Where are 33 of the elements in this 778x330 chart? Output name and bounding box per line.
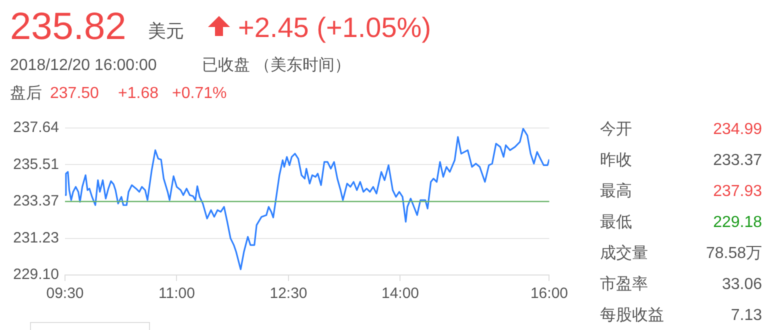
- y-tick-label: 233.37: [13, 192, 59, 210]
- text: 78.58万: [706, 245, 762, 262]
- text: 盘后: [10, 85, 42, 102]
- x-tick-label: 12:30: [270, 285, 308, 302]
- text: 237.50: [50, 85, 99, 102]
- text: +1.68: [118, 85, 158, 102]
- text: 市盈率: [600, 276, 648, 293]
- x-tick-label: 14:00: [381, 285, 420, 302]
- text: 234.99: [713, 121, 762, 138]
- text: 成交量: [600, 245, 648, 262]
- text: 最高: [600, 183, 632, 200]
- x-tick-label: 16:00: [530, 285, 568, 302]
- text: +0.71%: [172, 85, 227, 102]
- y-tick-label: 235.51: [13, 156, 59, 173]
- text: 昨收: [600, 152, 632, 169]
- text: 今开: [600, 121, 632, 138]
- text: 已收盘 （美东时间）: [202, 57, 350, 74]
- text: 33.06: [722, 276, 762, 293]
- text: 美元: [148, 21, 184, 41]
- text: 233.37: [713, 152, 762, 169]
- text: 每股收益: [600, 307, 664, 324]
- y-tick-label: 229.10: [13, 266, 59, 284]
- text: 7.13: [730, 307, 762, 324]
- x-tick-label: 09:30: [46, 285, 84, 302]
- text: 229.18: [713, 214, 762, 231]
- y-tick-label: 237.64: [13, 119, 59, 136]
- text: 235.82: [10, 6, 126, 48]
- text: 2018/12/20 16:00:00: [10, 57, 157, 74]
- y-tick-label: 231.23: [13, 229, 59, 246]
- text: 最低: [600, 214, 632, 231]
- text: +2.45 (+1.05%): [238, 12, 432, 43]
- text: 237.93: [713, 183, 762, 200]
- x-tick-label: 11:00: [158, 285, 195, 302]
